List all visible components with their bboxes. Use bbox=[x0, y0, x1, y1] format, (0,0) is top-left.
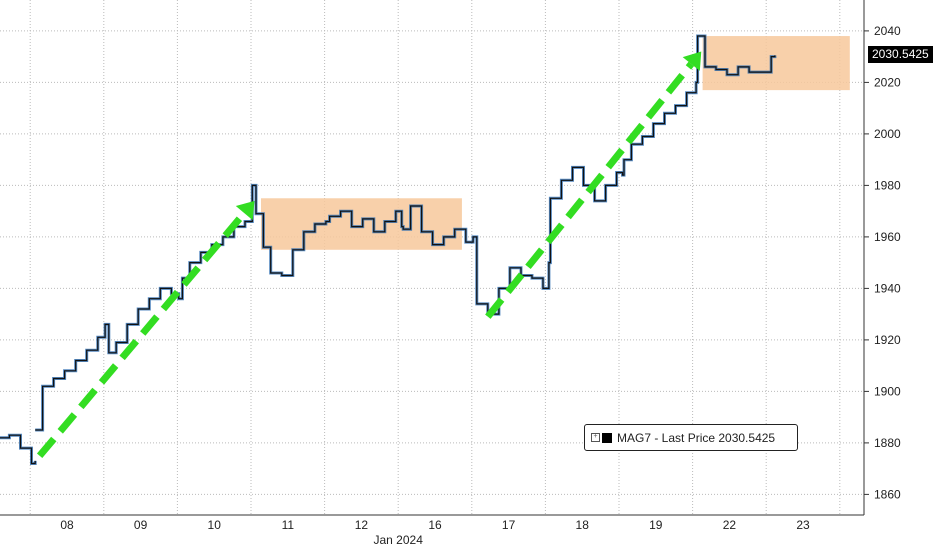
y-tick-label: 1920 bbox=[874, 333, 901, 347]
x-tick-label: 22 bbox=[723, 518, 737, 532]
y-tick-label: 2020 bbox=[874, 75, 901, 89]
x-axis-month-label: Jan 2024 bbox=[374, 533, 424, 547]
x-tick-label: 11 bbox=[282, 518, 295, 532]
axes: 1860 1880 1900 1920 1940 1960 1980 2000 2020 2040… bbox=[0, 0, 901, 547]
trend-arrow-head bbox=[682, 51, 702, 71]
last-price-tag: 2030.5425 bbox=[868, 46, 933, 64]
legend-swatch bbox=[602, 432, 612, 443]
x-tick-label: 10 bbox=[208, 518, 222, 532]
series-line bbox=[0, 434, 36, 465]
series-line bbox=[35, 35, 776, 431]
y-tick-label: 1900 bbox=[874, 384, 901, 398]
trend-arrow-shaft bbox=[485, 61, 694, 319]
y-tick-label: 2040 bbox=[874, 24, 901, 38]
consolidation-ranges bbox=[261, 36, 850, 250]
x-tick-label: 09 bbox=[134, 518, 148, 532]
y-tick-label: 1860 bbox=[874, 487, 901, 501]
consolidation-range-box bbox=[702, 36, 850, 91]
x-tick-label: 17 bbox=[502, 518, 516, 532]
legend-label: MAG7 - Last Price 2030.5425 bbox=[617, 430, 776, 445]
x-tick-label: 16 bbox=[428, 518, 442, 532]
x-tick-label: 12 bbox=[355, 518, 369, 532]
x-tick-label: 08 bbox=[60, 518, 74, 532]
y-tick-label: 1880 bbox=[874, 436, 901, 450]
legend-expand-icon[interactable]: + bbox=[591, 433, 600, 442]
x-tick-label: 23 bbox=[796, 518, 810, 532]
last-price-value: 2030.5425 bbox=[872, 47, 929, 62]
trend-arrow-head bbox=[235, 200, 255, 221]
y-tick-label: 1980 bbox=[874, 178, 901, 192]
x-tick-label: 19 bbox=[649, 518, 663, 532]
trend-arrow-shaft bbox=[36, 210, 247, 459]
y-tick-label: 1940 bbox=[874, 281, 901, 295]
y-tick-label: 2000 bbox=[874, 127, 901, 141]
trend-arrows bbox=[36, 51, 702, 459]
chart-legend[interactable]: + MAG7 - Last Price 2030.5425 bbox=[584, 424, 798, 451]
series-lines bbox=[0, 34, 777, 465]
x-tick-label: 18 bbox=[576, 518, 590, 532]
y-tick-label: 1960 bbox=[874, 230, 901, 244]
